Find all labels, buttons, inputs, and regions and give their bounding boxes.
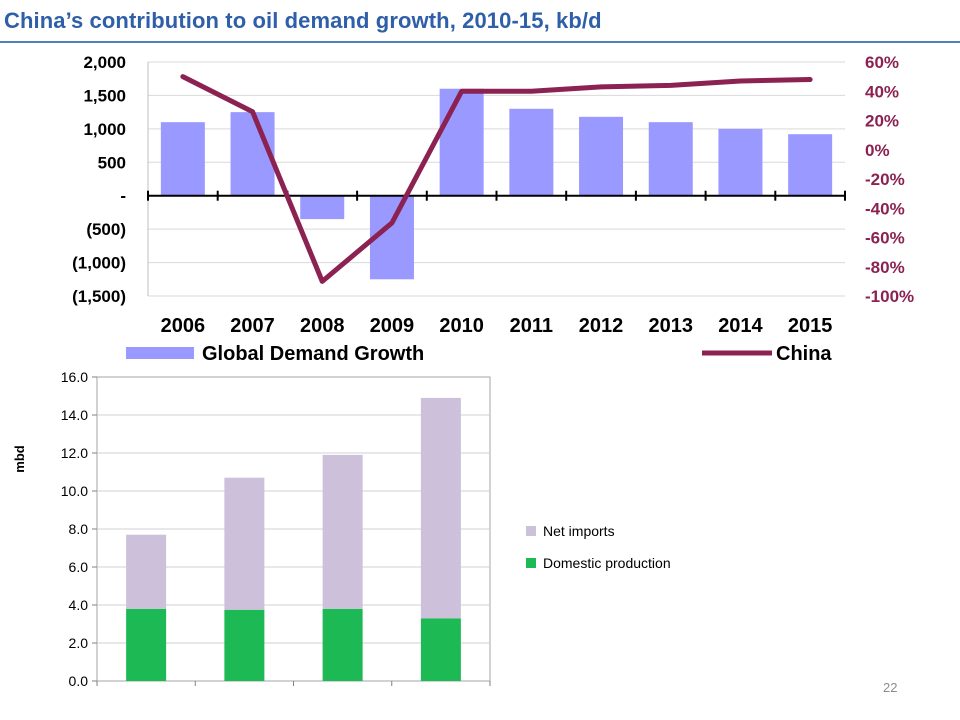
bar-domestic-production <box>420 618 461 681</box>
title-bar: China’s contribution to oil demand growt… <box>0 0 960 44</box>
bar-domestic-production <box>126 608 167 681</box>
y-axis-label: mbd <box>12 445 27 473</box>
y-axis-tick-label: 0.0 <box>69 673 89 689</box>
right-axis-tick-label: -60% <box>865 229 905 248</box>
china-oil-supply-chart: 0.02.04.06.08.010.012.014.016.0mbd200820… <box>12 369 671 689</box>
bar-net-imports <box>420 397 461 619</box>
right-axis-tick-label: 40% <box>865 82 899 101</box>
left-axis-tick-label: (500) <box>86 220 126 239</box>
right-axis-tick-label: -20% <box>865 170 905 189</box>
left-axis-tick-label: 2,000 <box>83 53 126 72</box>
bar-net-imports <box>126 534 167 609</box>
category-label: 2014 <box>718 315 763 337</box>
y-axis-tick-label: 12.0 <box>61 445 88 461</box>
category-label: 2009 <box>370 315 415 337</box>
legend-swatch-domestic-production <box>526 558 536 568</box>
bar-net-imports <box>322 454 363 609</box>
legend-label-domestic-production: Domestic production <box>543 555 671 571</box>
category-label: 2008 <box>300 315 345 337</box>
y-axis-tick-label: 16.0 <box>61 369 88 385</box>
right-axis-tick-label: -40% <box>865 199 905 218</box>
category-label: 2011 <box>510 315 553 337</box>
y-axis-tick-label: 8.0 <box>69 521 89 537</box>
bar-domestic-production <box>224 609 265 681</box>
legend-label-net-imports: Net imports <box>543 523 615 539</box>
category-label: 2012 <box>579 315 624 337</box>
oil-demand-growth-chart: 2,000 1,500 1,000 500 - (500) (1,000) (1,500) 60… <box>72 53 914 365</box>
right-axis-tick-label: 0% <box>865 141 890 160</box>
slide-title: China’s contribution to oil demand growt… <box>4 8 602 33</box>
left-axis-tick-label: 500 <box>98 153 126 172</box>
left-axis-tick-label: 1,000 <box>83 120 126 139</box>
bar-global-demand-growth <box>648 122 693 196</box>
bar-global-demand-growth <box>300 195 345 220</box>
category-label: 2006 <box>161 315 206 337</box>
left-axis-tick-label: - <box>120 187 126 206</box>
bar-global-demand-growth <box>788 134 833 196</box>
category-label: 2015 <box>788 315 833 337</box>
y-axis-tick-label: 6.0 <box>69 559 89 575</box>
bar-net-imports <box>224 477 265 610</box>
left-axis-tick-label: 1,500 <box>83 86 126 105</box>
y-axis-tick-label: 2.0 <box>69 635 89 651</box>
y-axis-tick-label: 14.0 <box>61 407 88 423</box>
legend-label-china: China <box>776 343 832 365</box>
line-china <box>180 74 813 284</box>
category-label: 2010 <box>439 315 484 337</box>
page-number: 22 <box>883 680 898 695</box>
legend-swatch-net-imports <box>526 526 536 536</box>
right-axis-tick-label: -100% <box>865 287 914 306</box>
legend-label-global-demand-growth: Global Demand Growth <box>202 343 424 365</box>
legend-swatch-bar <box>126 347 194 359</box>
bar-global-demand-growth <box>509 108 554 196</box>
bar-global-demand-growth <box>439 88 484 196</box>
y-axis-tick-label: 10.0 <box>61 483 88 499</box>
bar-global-demand-growth <box>160 122 205 196</box>
left-axis-tick-label: (1,500) <box>72 287 126 306</box>
bar-global-demand-growth <box>579 116 624 196</box>
right-axis-tick-label: 20% <box>865 112 899 131</box>
y-axis-tick-label: 4.0 <box>69 597 89 613</box>
bar-domestic-production <box>322 608 363 681</box>
right-axis-tick-label: -80% <box>865 258 905 277</box>
category-label: 2013 <box>649 315 694 337</box>
title-rule <box>0 41 960 43</box>
left-axis-tick-label: (1,000) <box>72 254 126 273</box>
bar-global-demand-growth <box>718 128 763 196</box>
category-label: 2007 <box>230 315 275 337</box>
right-axis-tick-label: 60% <box>865 53 899 72</box>
